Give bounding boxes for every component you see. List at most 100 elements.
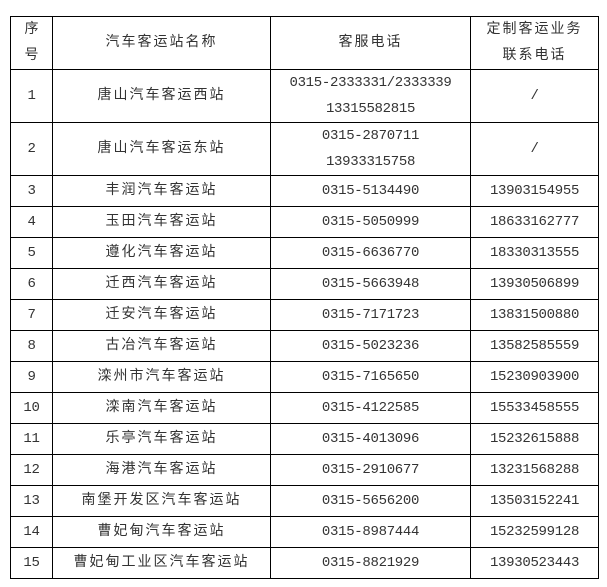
table-row: 3 丰润汽车客运站 0315-5134490 13903154955 (10, 175, 599, 207)
cell-index: 9 (10, 361, 53, 393)
service-phone-number: 0315-5663948 (321, 276, 420, 292)
service-phone-number: 0315-4122585 (321, 400, 420, 416)
cell-station-name: 滦南汽车客运站 (52, 392, 271, 424)
table-row: 8 古冶汽车客运站 0315-5023236 13582585559 (10, 330, 599, 362)
cell-station-name: 滦州市汽车客运站 (52, 361, 271, 393)
cell-station-name: 古冶汽车客运站 (52, 330, 271, 362)
cell-station-name: 唐山汽车客运东站 (52, 122, 271, 176)
cell-custom-phone: 15232599128 (470, 516, 599, 548)
cell-custom-phone: 15230903900 (470, 361, 599, 393)
cell-service-phone: 0315-8987444 (270, 516, 471, 548)
cell-service-phone: 0315-5023236 (270, 330, 471, 362)
cell-custom-phone: 15232615888 (470, 423, 599, 455)
service-phone-number: 13933315758 (325, 154, 416, 170)
cell-index: 5 (10, 237, 53, 269)
cell-service-phone: 0315-5656200 (270, 485, 471, 517)
service-phone-number: 0315-5050999 (321, 214, 420, 230)
cell-custom-phone: 18633162777 (470, 206, 599, 238)
cell-custom-phone: 13831500880 (470, 299, 599, 331)
header-custom-phone-line: 联系电话 (502, 48, 567, 63)
cell-station-name: 遵化汽车客运站 (52, 237, 271, 269)
cell-custom-phone: 13231568288 (470, 454, 599, 486)
cell-station-name: 丰润汽车客运站 (52, 175, 271, 207)
service-phone-number: 0315-6636770 (321, 245, 420, 261)
header-custom-phone-line: 定制客运业务 (486, 22, 583, 37)
cell-index: 10 (10, 392, 53, 424)
table-row: 11 乐亭汽车客运站 0315-4013096 15232615888 (10, 423, 599, 455)
cell-service-phone: 0315-5050999 (270, 206, 471, 238)
table-row: 1 唐山汽车客运西站 0315-2333331/2333339 13315582815… (10, 69, 599, 123)
cell-station-name: 曹妃甸工业区汽车客运站 (52, 547, 271, 579)
cell-index: 4 (10, 206, 53, 238)
cell-station-name: 乐亭汽车客运站 (52, 423, 271, 455)
cell-index: 1 (10, 69, 53, 123)
cell-index: 7 (10, 299, 53, 331)
cell-custom-phone: / (470, 122, 599, 176)
cell-index: 3 (10, 175, 53, 207)
service-phone-number: 0315-7171723 (321, 307, 420, 323)
service-phone-number: 0315-8987444 (321, 524, 420, 540)
service-phone-number: 0315-8821929 (321, 555, 420, 571)
table-row: 6 迁西汽车客运站 0315-5663948 13930506899 (10, 268, 599, 300)
header-name: 汽车客运站名称 (52, 16, 271, 70)
cell-custom-phone: 13582585559 (470, 330, 599, 362)
cell-index: 11 (10, 423, 53, 455)
cell-service-phone: 0315-4013096 (270, 423, 471, 455)
cell-service-phone: 0315-8821929 (270, 547, 471, 579)
cell-custom-phone: 13903154955 (470, 175, 599, 207)
service-phone-number: 0315-4013096 (321, 431, 420, 447)
cell-station-name: 唐山汽车客运西站 (52, 69, 271, 123)
table-row: 2 唐山汽车客运东站 0315-2870711 13933315758 / (10, 122, 599, 176)
table-row: 10 滦南汽车客运站 0315-4122585 15533458555 (10, 392, 599, 424)
cell-custom-phone: 13930506899 (470, 268, 599, 300)
bus-station-contact-table: 序 号 汽车客运站名称 客服电话 定制客运业务 联系电话 1 唐山汽车客运西站 03… (10, 16, 599, 579)
cell-service-phone: 0315-5663948 (270, 268, 471, 300)
cell-index: 12 (10, 454, 53, 486)
service-phone-number: 0315-5656200 (321, 493, 420, 509)
table-row: 15 曹妃甸工业区汽车客运站 0315-8821929 13930523443 (10, 547, 599, 579)
cell-custom-phone: 18330313555 (470, 237, 599, 269)
table-row: 4 玉田汽车客运站 0315-5050999 18633162777 (10, 206, 599, 238)
cell-service-phone: 0315-7165650 (270, 361, 471, 393)
service-phone-number: 13315582815 (325, 101, 416, 117)
header-index-line: 序 (24, 22, 39, 37)
cell-custom-phone: 13930523443 (470, 547, 599, 579)
cell-service-phone: 0315-2870711 13933315758 (270, 122, 471, 176)
cell-index: 13 (10, 485, 53, 517)
service-phone-number: 0315-5023236 (321, 338, 420, 354)
header-index-line: 号 (24, 48, 39, 63)
cell-custom-phone: / (470, 69, 599, 123)
service-phone-number: 0315-5134490 (321, 183, 420, 199)
cell-index: 2 (10, 122, 53, 176)
cell-station-name: 迁安汽车客运站 (52, 299, 271, 331)
header-index: 序 号 (10, 16, 53, 70)
cell-index: 6 (10, 268, 53, 300)
cell-station-name: 曹妃甸汽车客运站 (52, 516, 271, 548)
cell-station-name: 玉田汽车客运站 (52, 206, 271, 238)
cell-service-phone: 0315-2333331/2333339 13315582815 (270, 69, 471, 123)
cell-service-phone: 0315-2910677 (270, 454, 471, 486)
service-phone-number: 0315-2870711 (321, 128, 420, 144)
header-custom-phone: 定制客运业务 联系电话 (470, 16, 599, 70)
cell-index: 15 (10, 547, 53, 579)
table-row: 14 曹妃甸汽车客运站 0315-8987444 15232599128 (10, 516, 599, 548)
cell-index: 8 (10, 330, 53, 362)
cell-index: 14 (10, 516, 53, 548)
cell-custom-phone: 15533458555 (470, 392, 599, 424)
table-row: 5 遵化汽车客运站 0315-6636770 18330313555 (10, 237, 599, 269)
cell-service-phone: 0315-6636770 (270, 237, 471, 269)
table-row: 7 迁安汽车客运站 0315-7171723 13831500880 (10, 299, 599, 331)
table-row: 13 南堡开发区汽车客运站 0315-5656200 13503152241 (10, 485, 599, 517)
cell-custom-phone: 13503152241 (470, 485, 599, 517)
table-row: 9 滦州市汽车客运站 0315-7165650 15230903900 (10, 361, 599, 393)
cell-station-name: 迁西汽车客运站 (52, 268, 271, 300)
cell-service-phone: 0315-7171723 (270, 299, 471, 331)
cell-station-name: 南堡开发区汽车客运站 (52, 485, 271, 517)
table-header-row: 序 号 汽车客运站名称 客服电话 定制客运业务 联系电话 (10, 16, 599, 70)
table-row: 12 海港汽车客运站 0315-2910677 13231568288 (10, 454, 599, 486)
cell-service-phone: 0315-4122585 (270, 392, 471, 424)
header-service-phone: 客服电话 (270, 16, 471, 70)
service-phone-number: 0315-7165650 (321, 369, 420, 385)
service-phone-number: 0315-2910677 (321, 462, 420, 478)
service-phone-number: 0315-2333331/2333339 (289, 75, 452, 91)
